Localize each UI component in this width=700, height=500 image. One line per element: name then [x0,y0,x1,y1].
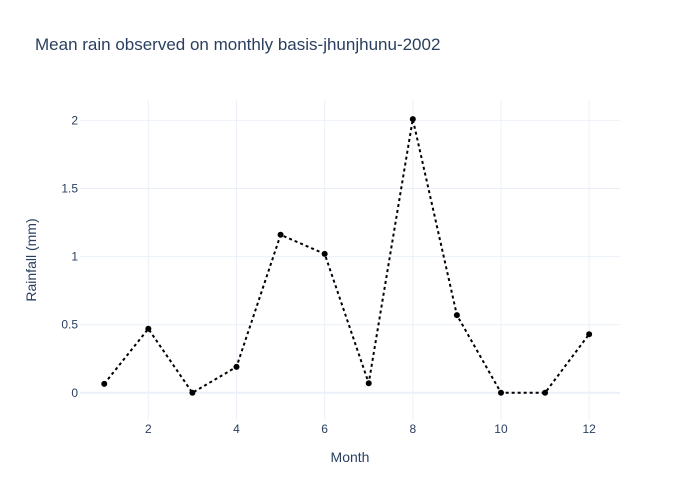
data-point[interactable] [277,231,284,238]
y-tick-label: 2 [71,113,78,127]
chart-title: Mean rain observed on monthly basis-jhun… [35,35,440,54]
data-point[interactable] [586,331,593,338]
series-layer [101,116,593,396]
data-point[interactable] [101,380,108,387]
data-point[interactable] [233,363,240,370]
data-point[interactable] [145,325,152,332]
data-point[interactable] [497,389,504,396]
x-tick-label: 4 [233,422,240,436]
y-tick-label: 0 [71,386,78,400]
y-tick-label: 1.5 [61,182,78,196]
data-point[interactable] [321,250,328,257]
y-tick-label: 0.5 [61,318,78,332]
y-axis-ticks: 0 0.5 1 1.5 2 [61,113,78,399]
x-axis-title: Month [331,449,370,465]
data-point[interactable] [189,389,196,396]
y-axis-title: Rainfall (mm) [23,218,39,301]
x-tick-label: 6 [321,422,328,436]
series-line [103,118,590,395]
y-tick-label: 1 [71,250,78,264]
data-point[interactable] [542,389,549,396]
data-point[interactable] [365,380,372,387]
x-tick-label: 8 [409,422,416,436]
x-axis-ticks: 2 4 6 8 10 12 [145,422,596,436]
x-tick-label: 2 [145,422,152,436]
x-tick-label: 12 [582,422,596,436]
data-point[interactable] [453,312,460,319]
x-tick-label: 10 [494,422,508,436]
data-point[interactable] [409,116,416,123]
grid-layer [80,100,620,420]
